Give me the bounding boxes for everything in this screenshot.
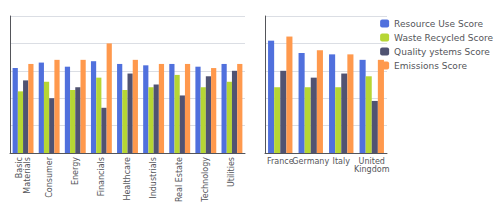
svg-text:Utilities: Utilities	[227, 157, 236, 187]
svg-text:Industrials: Industrials	[149, 157, 158, 199]
svg-text:Emissions Score: Emissions Score	[394, 61, 467, 71]
svg-text:Financials: Financials	[97, 157, 106, 196]
svg-text:Quality ystems Score: Quality ystems Score	[394, 47, 490, 57]
svg-text:Energy: Energy	[71, 157, 80, 185]
svg-text:Materials: Materials	[23, 157, 32, 194]
svg-text:Basic: Basic	[14, 157, 24, 179]
svg-text:France: France	[267, 157, 294, 166]
svg-text:Germany: Germany	[292, 157, 329, 166]
svg-text:Real Estate: Real Estate	[175, 157, 184, 202]
svg-text:Resource Use Score: Resource Use Score	[394, 19, 483, 29]
svg-text:Healthcare: Healthcare	[123, 157, 132, 201]
svg-text:Waste Recycled Score: Waste Recycled Score	[394, 33, 493, 43]
svg-text:United: United	[358, 156, 385, 166]
svg-text:Technology: Technology	[201, 157, 210, 203]
svg-text:Consumer: Consumer	[45, 156, 54, 198]
svg-text:Italy: Italy	[333, 157, 351, 166]
svg-text:Kingdom: Kingdom	[354, 165, 390, 174]
